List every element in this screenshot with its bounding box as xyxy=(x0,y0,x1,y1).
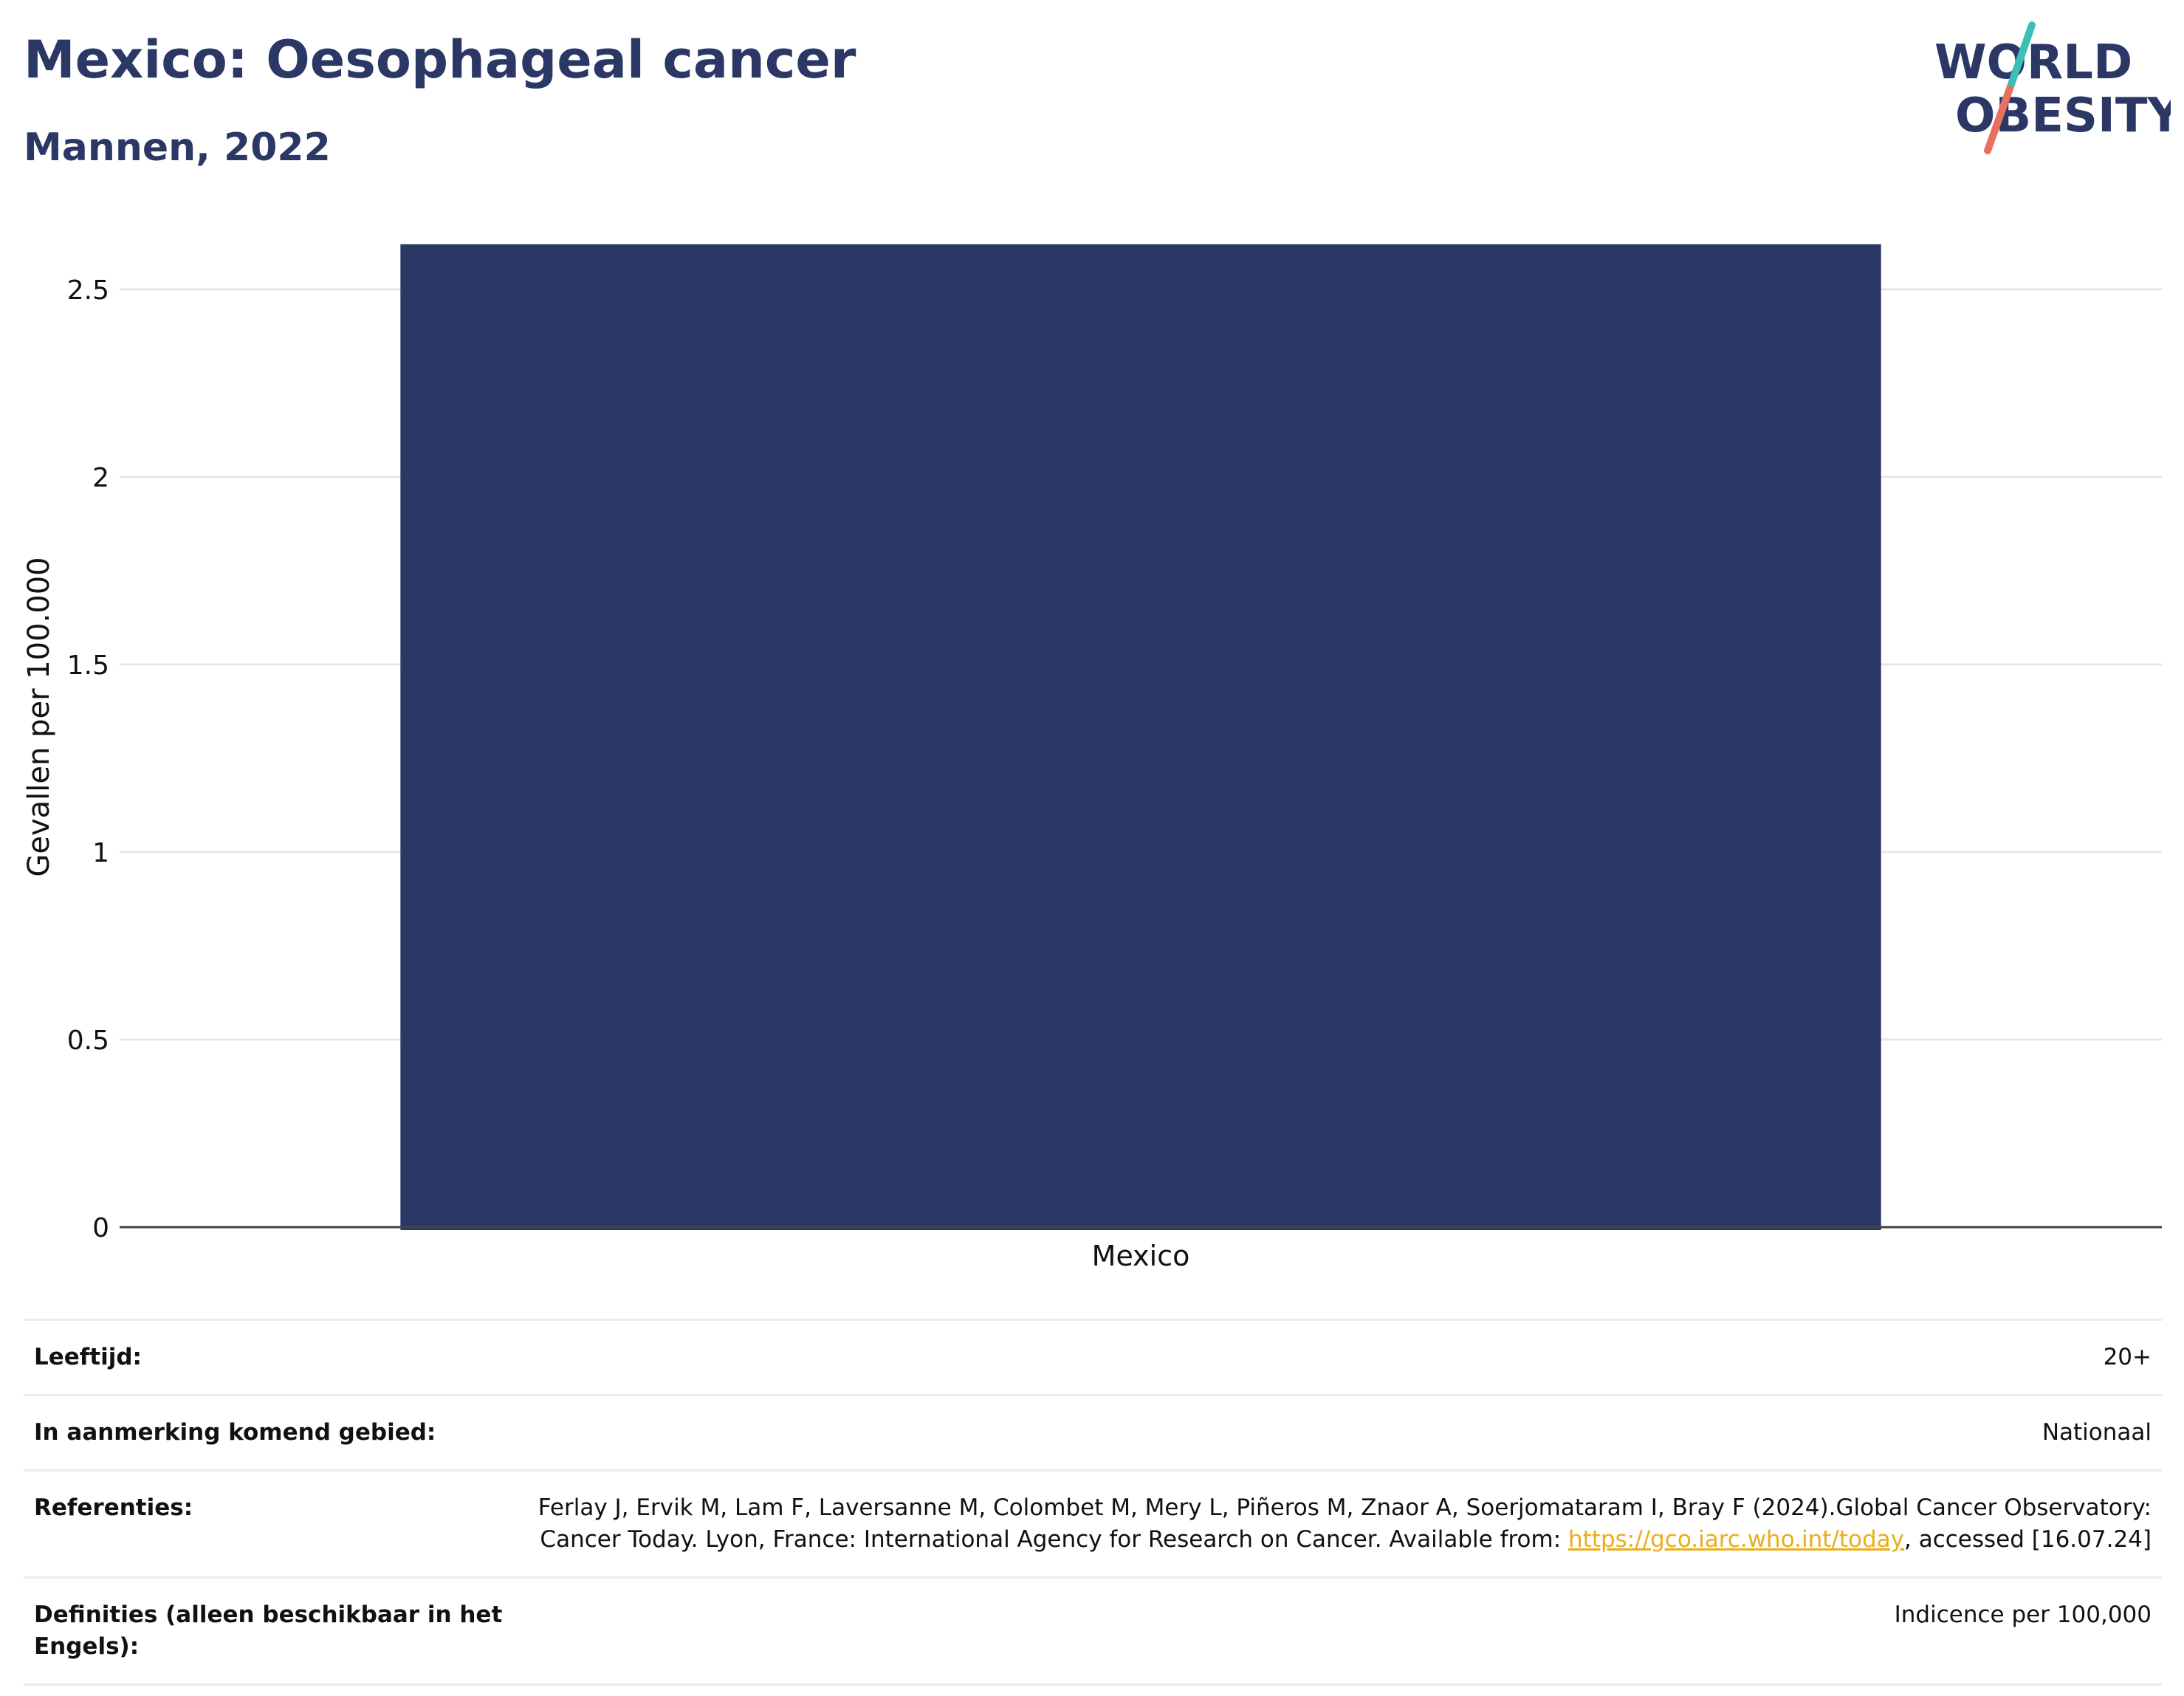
meta-value-definitions: Indicence per 100,000 xyxy=(1894,1601,2152,1628)
world-obesity-logo[interactable]: WORLD OBESITY xyxy=(1920,21,2171,161)
meta-value-age: 20+ xyxy=(2103,1344,2152,1370)
y-tick-labels: 0 0.5 1 1.5 2 2.5 xyxy=(67,275,109,1243)
y-axis-title: Gevallen per 100.000 xyxy=(22,557,56,876)
metadata-table: Leeftijd: 20+ In aanmerking komend gebie… xyxy=(24,1319,2162,1686)
y-tick-label: 1 xyxy=(92,838,109,868)
logo-slash-coral xyxy=(1984,85,2013,154)
logo-word-obesity: OBESITY xyxy=(1955,89,2171,143)
meta-row-area: In aanmerking komend gebied: Nationaal xyxy=(24,1394,2162,1469)
y-tick-label: 1.5 xyxy=(67,650,109,681)
meta-label-area: In aanmerking komend gebied: xyxy=(34,1419,436,1446)
page-title: Mexico: Oesophageal cancer xyxy=(24,30,856,90)
x-tick-label: Mexico xyxy=(1092,1240,1190,1272)
meta-row-definitions: Definities (alleen beschikbaar in het En… xyxy=(24,1576,2162,1686)
reference-link[interactable]: https://gco.iarc.who.int/today xyxy=(1568,1526,1904,1553)
bars xyxy=(400,244,1881,1230)
y-tick-label: 0 xyxy=(92,1213,109,1243)
reference-accessed: , accessed [16.07.24] xyxy=(1903,1526,2152,1553)
meta-label-age: Leeftijd: xyxy=(34,1344,142,1370)
y-tick-label: 2 xyxy=(92,463,109,493)
y-tick-label: 2.5 xyxy=(67,275,109,306)
meta-value-references: Ferlay J, Ervik M, Lam F, Laversanne M, … xyxy=(506,1492,2152,1556)
meta-value-area: Nationaal xyxy=(2042,1419,2152,1446)
logo-slash-teal xyxy=(2006,21,2036,92)
logo-word-world: WORLD xyxy=(1934,35,2132,90)
meta-row-age: Leeftijd: 20+ xyxy=(24,1319,2162,1394)
meta-label-definitions: Definities (alleen beschikbaar in het En… xyxy=(34,1601,503,1660)
reference-text: Ferlay J, Ervik M, Lam F, Laversanne M, … xyxy=(538,1494,2152,1553)
meta-label-references: Referenties: xyxy=(34,1494,193,1521)
y-tick-label: 0.5 xyxy=(67,1026,109,1056)
x-tick-labels: Mexico xyxy=(1092,1240,1190,1272)
meta-row-references: Referenties: Ferlay J, Ervik M, Lam F, L… xyxy=(24,1469,2162,1576)
page-subtitle: Mannen, 2022 xyxy=(24,126,331,170)
bar-mexico[interactable] xyxy=(400,244,1881,1230)
bar-chart: 0 0.5 1 1.5 2 2.5 Mexico Gevallen per 100.000 xyxy=(22,244,2162,1272)
